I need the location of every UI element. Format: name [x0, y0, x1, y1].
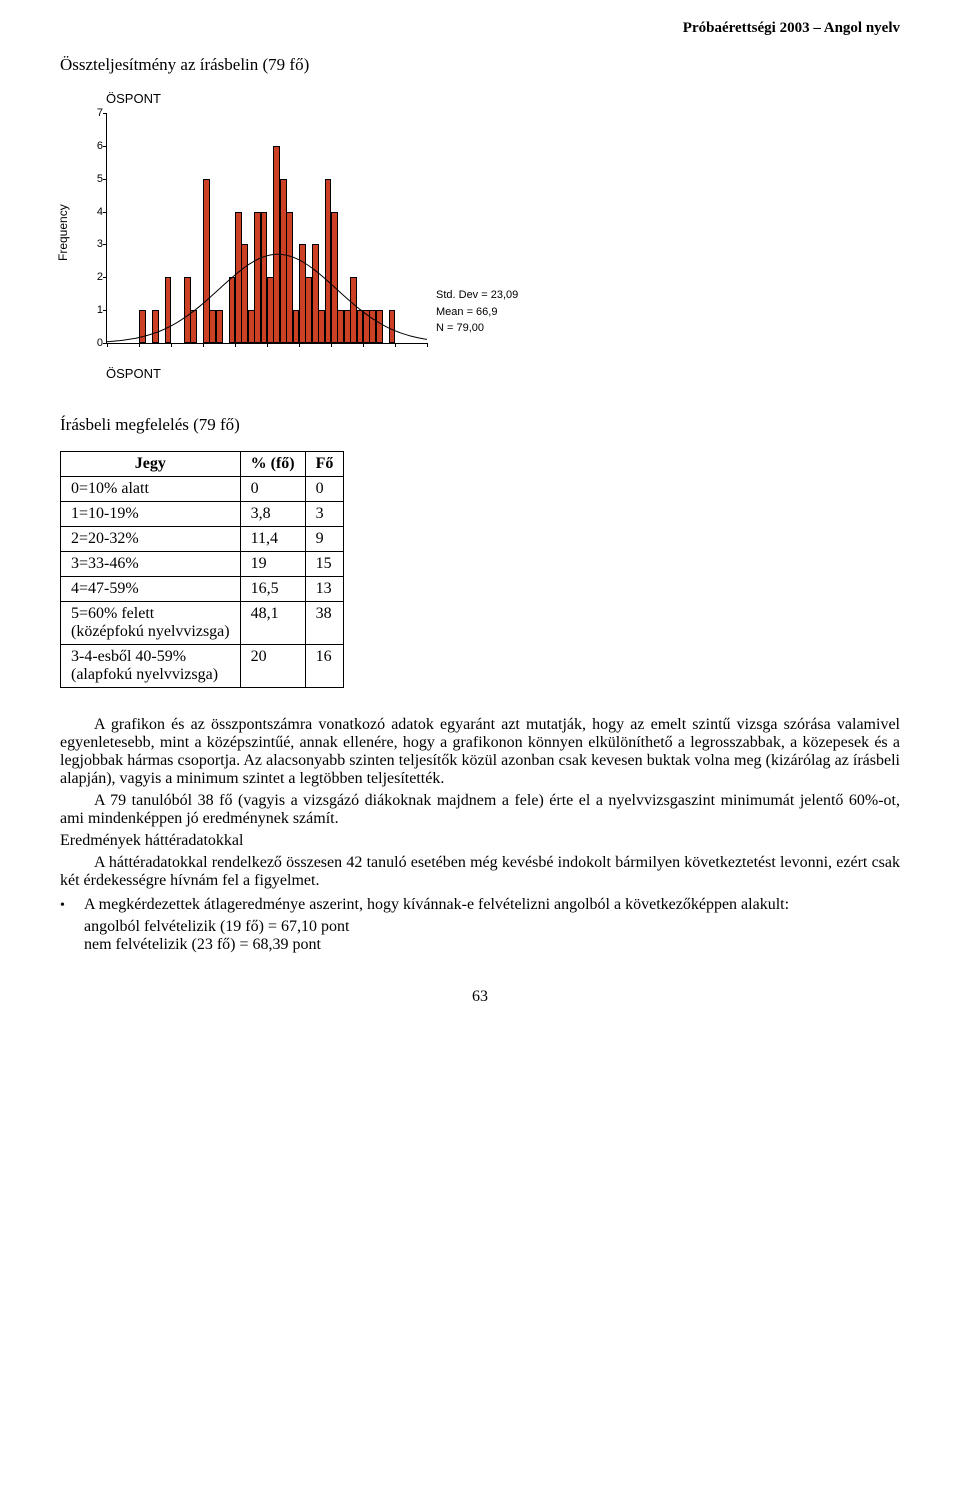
y-tick-label: 7 — [87, 108, 103, 119]
chart-title-bottom: ÖSPONT — [106, 366, 161, 381]
table-cell: 48,1 — [240, 602, 305, 645]
table-cell: 4=47-59% — [61, 577, 241, 602]
table-cell: 20 — [240, 645, 305, 688]
table-cell: 3,8 — [240, 502, 305, 527]
y-tick-label: 0 — [87, 338, 103, 349]
table-cell: 19 — [240, 552, 305, 577]
page-number: 63 — [60, 988, 900, 1006]
table-row: 1=10-19%3,83 — [61, 502, 344, 527]
table-title: Írásbeli megfelelés (79 fő) — [60, 415, 900, 435]
table-cell: 3 — [305, 502, 344, 527]
table-cell: 16 — [305, 645, 344, 688]
paragraph-2: A 79 tanulóból 38 fő (vagyis a vizsgázó … — [60, 792, 900, 828]
plot-area: 01234567 — [106, 113, 427, 344]
table-cell: 5=60% felett(középfokú nyelvvizsga) — [61, 602, 241, 645]
section-title: Összteljesítmény az írásbelin (79 fő) — [60, 55, 900, 75]
table-cell: 3-4-esből 40-59%(alapfokú nyelvvizsga) — [61, 645, 241, 688]
table-cell: 38 — [305, 602, 344, 645]
bullet-text: A megkérdezettek átlageredménye aszerint… — [84, 896, 900, 914]
table-row: 3-4-esből 40-59%(alapfokú nyelvvizsga)20… — [61, 645, 344, 688]
stat-n: N = 79,00 — [436, 320, 518, 337]
y-tick-label: 6 — [87, 141, 103, 152]
table-cell: 16,5 — [240, 577, 305, 602]
table-cell: 3=33-46% — [61, 552, 241, 577]
y-tick-label: 4 — [87, 207, 103, 218]
table-cell: 0=10% alatt — [61, 477, 241, 502]
bullet-block: • A megkérdezettek átlageredménye aszeri… — [60, 896, 900, 954]
histogram-chart: ÖSPONT Frequency 01234567 Std. Dev = 23,… — [60, 91, 520, 381]
table-cell: 2=20-32% — [61, 527, 241, 552]
y-axis-label: Frequency — [56, 204, 70, 261]
table-header: % (fő) — [240, 452, 305, 477]
header-doc-title: Próbaérettségi 2003 – Angol nyelv — [60, 20, 900, 37]
body-text: A grafikon és az összpontszámra vonatkoz… — [60, 716, 900, 954]
bullet-line-a: angolból felvételizik (19 fő) = 67,10 po… — [84, 918, 900, 936]
table-cell: 11,4 — [240, 527, 305, 552]
bullet-icon: • — [60, 896, 84, 916]
y-tick-label: 3 — [87, 239, 103, 250]
table-cell: 0 — [305, 477, 344, 502]
bullet-line-b: nem felvételizik (23 fő) = 68,39 pont — [84, 936, 900, 954]
subheading: Eredmények háttéradatokkal — [60, 832, 900, 850]
table-header: Fő — [305, 452, 344, 477]
table-row: 3=33-46%1915 — [61, 552, 344, 577]
table-row: 2=20-32%11,49 — [61, 527, 344, 552]
stat-stddev: Std. Dev = 23,09 — [436, 287, 518, 304]
table-row: 0=10% alatt00 — [61, 477, 344, 502]
y-tick-label: 2 — [87, 272, 103, 283]
table-cell: 15 — [305, 552, 344, 577]
chart-title-top: ÖSPONT — [106, 91, 161, 106]
y-tick-label: 1 — [87, 305, 103, 316]
table-cell: 1=10-19% — [61, 502, 241, 527]
normal-curve — [107, 113, 427, 343]
table-row: 4=47-59%16,513 — [61, 577, 344, 602]
results-table: Jegy% (fő)Fő 0=10% alatt001=10-19%3,832=… — [60, 451, 344, 688]
stat-mean: Mean = 66,9 — [436, 304, 518, 321]
paragraph-1: A grafikon és az összpontszámra vonatkoz… — [60, 716, 900, 788]
table-cell: 0 — [240, 477, 305, 502]
table-header: Jegy — [61, 452, 241, 477]
table-row: 5=60% felett(középfokú nyelvvizsga)48,13… — [61, 602, 344, 645]
chart-stats: Std. Dev = 23,09 Mean = 66,9 N = 79,00 — [436, 287, 518, 337]
table-cell: 9 — [305, 527, 344, 552]
y-tick-label: 5 — [87, 174, 103, 185]
table-cell: 13 — [305, 577, 344, 602]
paragraph-3: A háttéradatokkal rendelkező összesen 42… — [60, 854, 900, 890]
